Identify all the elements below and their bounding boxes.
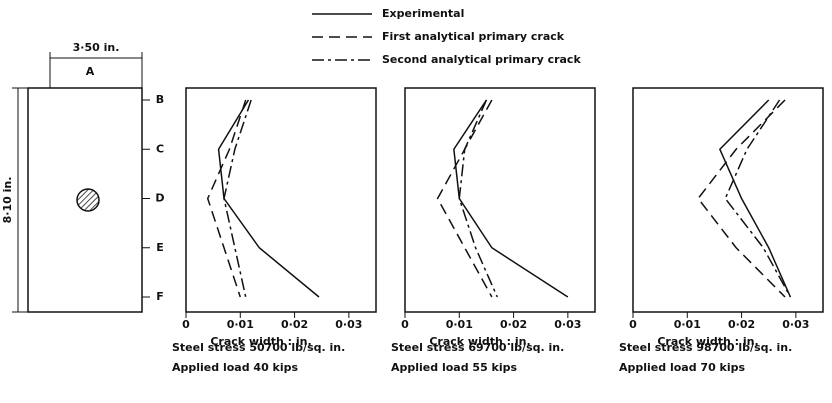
caption: Applied load 40 kips [172,361,299,374]
height-label: 8·10 in. [1,177,14,224]
x-tick-label: 0 [182,318,190,331]
category-label: E [156,241,164,254]
legend-label: First analytical primary crack [382,30,565,43]
x-tick-label: 0·02 [500,318,527,331]
plot-frame [404,87,596,313]
category-label: F [156,290,164,303]
series-line [206,99,247,298]
x-tick-label: 0·02 [281,318,308,331]
caption: Steel stress 98700 lb/sq. in. [619,341,792,354]
x-tick-label: 0·01 [446,318,473,331]
series-line [217,99,320,298]
x-tick-label: 0·02 [728,318,755,331]
series-line [458,99,498,298]
x-tick-label: 0·01 [227,318,254,331]
x-tick-label: 0·01 [674,318,701,331]
x-tick-label: 0·03 [335,318,362,331]
category-label: C [156,142,164,155]
x-tick-label: 0·03 [782,318,809,331]
width-label: 3·50 in. [73,41,120,54]
x-tick-label: 0·03 [554,318,581,331]
x-tick-label: 0 [629,318,637,331]
caption: Applied load 55 kips [391,361,518,374]
beam-section [27,87,143,313]
top-label: A [86,65,95,78]
legend-label: Second analytical primary crack [382,53,581,66]
bar [76,188,100,212]
caption: Applied load 70 kips [619,361,746,374]
series-line [223,99,252,298]
caption: Steel stress 69700 lb/sq. in. [391,341,564,354]
plot-frame [632,87,824,313]
legend-label: Experimental [382,7,464,20]
category-label: B [156,93,164,106]
series-line [436,99,493,298]
x-axis-label: Crack width : in. [657,335,758,348]
x-axis-label: Crack width : in. [429,335,530,348]
plot-frame [185,87,377,313]
x-axis-label: Crack width : in. [210,335,311,348]
series-line [718,99,792,298]
category-label: D [155,192,164,205]
caption: Steel stress 50700 lb/sq. in. [172,341,345,354]
x-tick-label: 0 [401,318,409,331]
series-line [724,99,792,298]
series-line [453,99,569,298]
